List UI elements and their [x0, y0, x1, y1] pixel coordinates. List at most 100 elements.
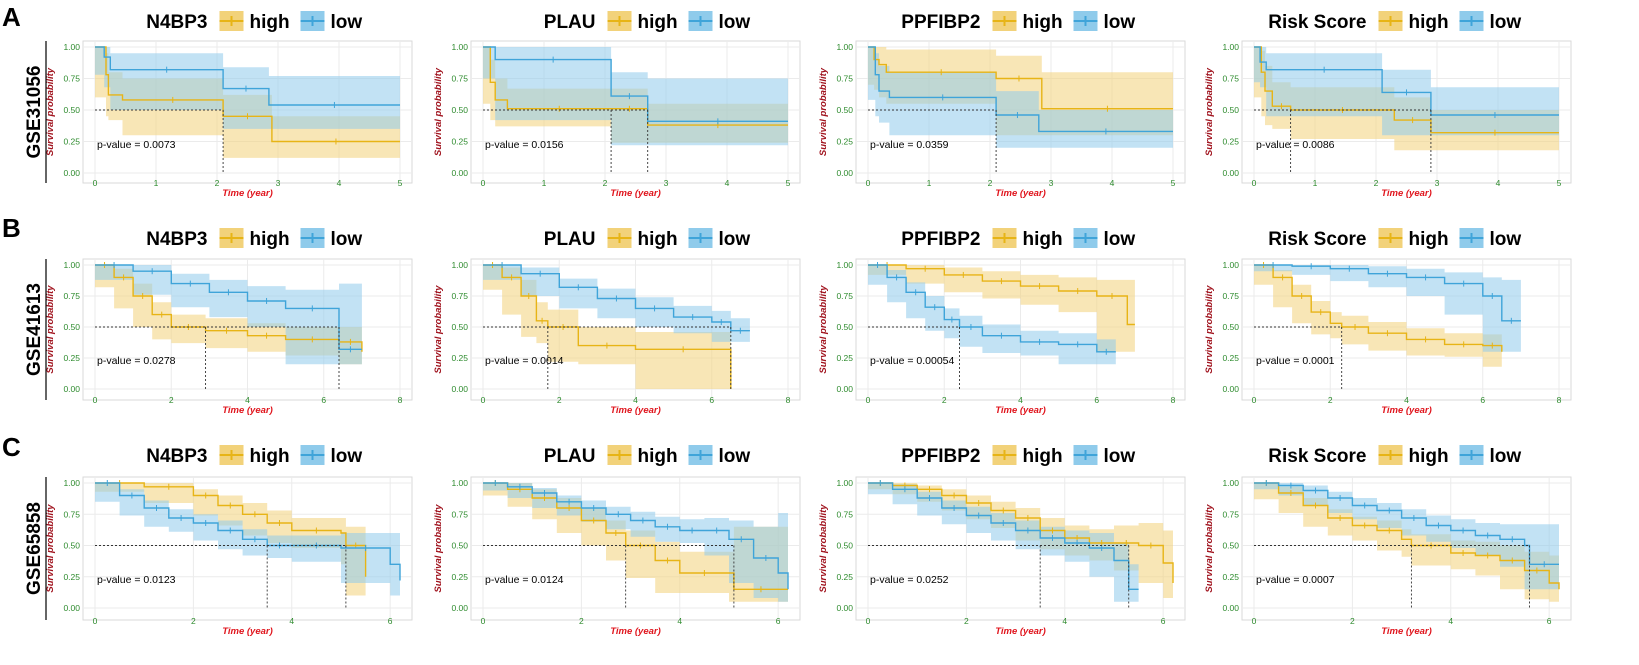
x-tick-label: 4: [1018, 395, 1023, 405]
km-panel: PPFIBP2 high low 0.00 0.25 0.50 0.75 1.00 0 2 4 6 Ti…: [818, 445, 1186, 637]
x-tick-label: 2: [988, 178, 993, 188]
y-tick-label: 1.00: [451, 478, 468, 488]
x-tick-label: 2: [579, 616, 584, 626]
x-tick-label: 4: [337, 178, 342, 188]
x-tick-label: 4: [1062, 616, 1067, 626]
x-axis-title: Time (year): [222, 405, 273, 416]
y-axis-title: Survival probability: [1204, 67, 1215, 156]
x-tick-label: 8: [1171, 395, 1176, 405]
p-value-label: p-value = 0.0001: [1256, 355, 1335, 367]
survival-curve-low: [868, 482, 1139, 590]
panel-title: Risk Score: [1268, 229, 1366, 250]
y-tick-label: 0.75: [451, 509, 468, 519]
x-tick-label: 2: [169, 395, 174, 405]
y-tick-label: 0.25: [63, 572, 80, 582]
y-tick-label: 1.00: [1222, 260, 1239, 270]
x-tick-label: 3: [1049, 178, 1054, 188]
p-value-label: p-value = 0.0278: [97, 355, 176, 367]
x-tick-label: 8: [1557, 395, 1562, 405]
legend-label-low: low: [1490, 12, 1522, 33]
panel-title: N4BP3: [146, 12, 207, 33]
panel-title: PLAU: [544, 229, 596, 250]
p-value-label: p-value = 0.0252: [870, 574, 949, 586]
x-axis-title: Time (year): [1381, 405, 1432, 416]
legend-label-high: high: [1023, 12, 1063, 33]
p-value-label: p-value = 0.0359: [870, 139, 949, 151]
y-tick-label: 0.00: [63, 168, 80, 178]
panel-title: Risk Score: [1268, 12, 1366, 33]
x-tick-label: 8: [398, 395, 403, 405]
y-axis-title: Survival probability: [433, 67, 444, 156]
x-axis-title: Time (year): [610, 626, 661, 637]
confidence-band-low: [1254, 483, 1559, 590]
panel-title: PPFIBP2: [901, 12, 980, 33]
x-tick-label: 2: [1350, 616, 1355, 626]
panel-letter: B: [2, 213, 21, 243]
x-tick-label: 1: [154, 178, 159, 188]
legend-label-high: high: [1409, 229, 1449, 250]
x-tick-label: 5: [1557, 178, 1562, 188]
x-tick-label: 0: [866, 178, 871, 188]
panel-title: PPFIBP2: [901, 446, 980, 467]
x-tick-label: 2: [215, 178, 220, 188]
x-tick-label: 6: [1161, 616, 1166, 626]
legend-label-low: low: [1490, 446, 1522, 467]
x-tick-label: 4: [1110, 178, 1115, 188]
x-tick-label: 0: [1252, 616, 1257, 626]
survival-curve-high: [1254, 482, 1560, 590]
km-panel: N4BP3 high low 0.00 0.25 0.50 0.75 1.00 0 2 4 6 Time…: [45, 445, 413, 637]
y-axis-title: Survival probability: [818, 504, 829, 593]
confidence-band-high: [1254, 265, 1502, 367]
x-tick-label: 5: [398, 178, 403, 188]
legend-label-low: low: [331, 446, 363, 467]
y-tick-label: 0.50: [63, 541, 80, 551]
y-axis-title: Survival probability: [818, 67, 829, 156]
y-tick-label: 0.25: [1222, 353, 1239, 363]
y-tick-label: 1.00: [1222, 478, 1239, 488]
dataset-label: GSE31056: [24, 66, 45, 159]
y-tick-label: 0.50: [836, 541, 853, 551]
y-tick-label: 0.00: [63, 384, 80, 394]
x-axis-title: Time (year): [995, 188, 1046, 199]
x-tick-label: 0: [1252, 178, 1257, 188]
legend-label-low: low: [1104, 446, 1136, 467]
y-tick-label: 0.00: [1222, 384, 1239, 394]
p-value-label: p-value = 0.0123: [97, 574, 176, 586]
x-tick-label: 6: [776, 616, 781, 626]
p-value-label: p-value = 0.0073: [97, 139, 176, 151]
y-axis-title: Survival probability: [433, 285, 444, 374]
dataset-label: GSE41613: [24, 283, 45, 376]
legend-label-low: low: [719, 229, 751, 250]
x-tick-label: 5: [786, 178, 791, 188]
y-tick-label: 0.50: [836, 105, 853, 115]
y-tick-label: 0.50: [63, 105, 80, 115]
x-axis-title: Time (year): [995, 626, 1046, 637]
legend-label-high: high: [250, 229, 290, 250]
x-axis-title: Time (year): [222, 188, 273, 199]
p-value-label: p-value = 0.0086: [1256, 139, 1335, 151]
x-tick-label: 0: [866, 616, 871, 626]
x-tick-label: 1: [1313, 178, 1318, 188]
x-tick-label: 4: [1448, 616, 1453, 626]
y-tick-label: 0.50: [451, 105, 468, 115]
y-tick-label: 0.75: [836, 509, 853, 519]
x-tick-label: 4: [1496, 178, 1501, 188]
x-tick-label: 2: [557, 395, 562, 405]
panel-title: PLAU: [544, 12, 596, 33]
y-axis-title: Survival probability: [818, 285, 829, 374]
p-value-label: p-value = 0.00054: [870, 355, 955, 367]
confidence-band-low: [483, 483, 788, 602]
x-axis-title: Time (year): [1381, 626, 1432, 637]
legend-label-high: high: [1023, 229, 1063, 250]
confidence-band-low: [868, 265, 1116, 365]
y-tick-label: 0.00: [1222, 603, 1239, 613]
x-tick-label: 1: [927, 178, 932, 188]
confidence-band-high: [868, 265, 1135, 352]
y-tick-label: 0.75: [836, 291, 853, 301]
km-panel: PLAU high low 0.00 0.25 0.50 0.75 1.00 0 1 2 3 4 5 Tim…: [433, 11, 801, 199]
x-tick-label: 4: [677, 616, 682, 626]
y-tick-label: 0.25: [836, 353, 853, 363]
legend-label-high: high: [638, 12, 678, 33]
x-axis-title: Time (year): [222, 626, 273, 637]
y-tick-label: 0.75: [1222, 291, 1239, 301]
